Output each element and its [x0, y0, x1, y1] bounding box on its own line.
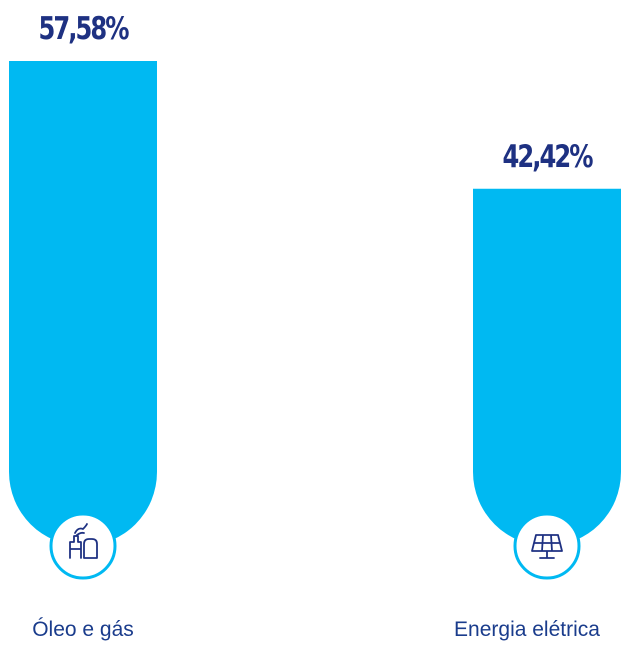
category-label: Energia elétrica — [454, 618, 600, 641]
data-label: 42,42% — [502, 138, 593, 175]
data-label: 57,58% — [38, 11, 129, 47]
oil-gas-plant-icon-shape — [69, 523, 98, 559]
icon-badge — [513, 512, 581, 580]
bar-oleo-e-gas — [9, 61, 157, 546]
bar-energia-eletrica — [473, 188, 621, 546]
icon-badge — [49, 512, 117, 580]
solar-panel-icon — [513, 512, 581, 580]
oil-gas-plant-icon — [49, 512, 117, 580]
category-label: Óleo e gás — [32, 618, 134, 641]
solar-panel-icon-shape — [531, 534, 563, 559]
